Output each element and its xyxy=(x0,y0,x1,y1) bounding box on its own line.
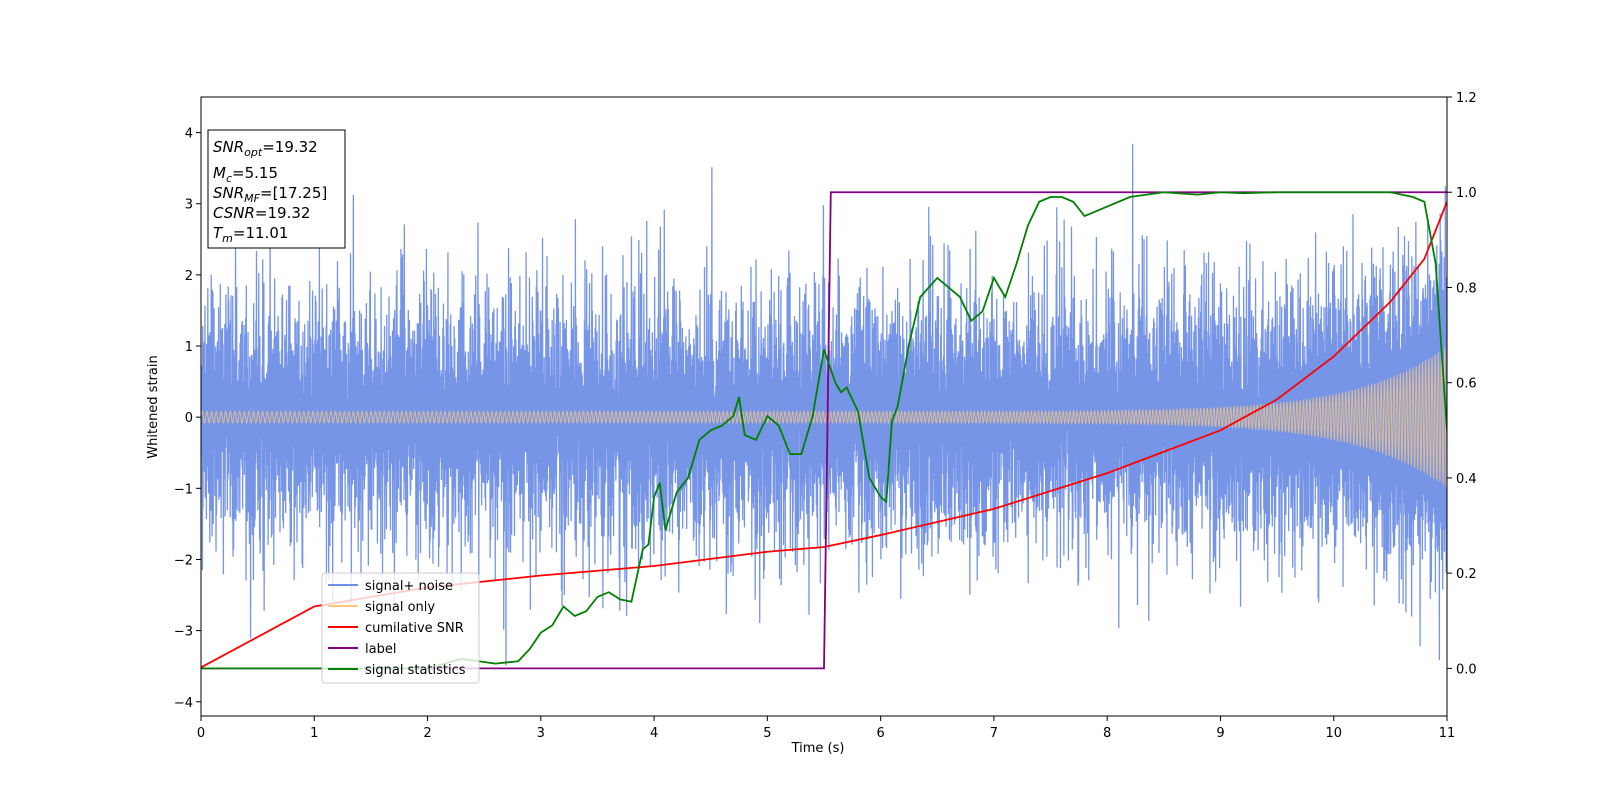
x-tick-label: 4 xyxy=(650,726,658,741)
axes: 0 1 2 3 4 5 6 7 8 9 10 11 −4 −3 −2 −1 0 1 2 3 4 0.0 0.2 0.4 0.6 0… xyxy=(174,91,1477,741)
x-tick-label: 1 xyxy=(310,726,318,741)
x-tick-label: 11 xyxy=(1439,726,1456,741)
y-tick-label: 4 xyxy=(185,127,193,142)
info-csnr: CSNR=19.32 xyxy=(213,204,310,222)
y-tick-label: −4 xyxy=(174,696,193,711)
x-tick-label: 5 xyxy=(763,726,771,741)
y2-tick-label: 1.2 xyxy=(1456,91,1477,106)
info-box: SNRopt=19.32 Mc=5.15 SNRMF=[17.25] CSNR=… xyxy=(207,129,346,249)
legend-label-signal-statistics: signal statistics xyxy=(365,663,466,678)
x-tick-label: 10 xyxy=(1325,726,1342,741)
plot-frame xyxy=(200,96,1448,717)
info-mc: Mc=5.15 xyxy=(213,164,278,185)
y-tick-label: −3 xyxy=(174,625,193,640)
y-tick-label: −2 xyxy=(174,553,193,568)
y-tick-label: −1 xyxy=(174,482,193,497)
y-tick-label: 3 xyxy=(185,198,193,213)
x-tick-label: 9 xyxy=(1216,726,1224,741)
y-tick-label: 0 xyxy=(185,411,193,426)
x-tick-label: 3 xyxy=(537,726,545,741)
x-tick-label: 6 xyxy=(876,726,884,741)
y2-tick-label: 0.6 xyxy=(1456,377,1477,392)
y2-tick-label: 0.4 xyxy=(1456,472,1477,487)
y-tick-label: 1 xyxy=(185,340,193,355)
legend: signal+ noise signal only cumilative SNR… xyxy=(321,572,480,684)
info-snr-opt: SNRopt=19.32 xyxy=(213,138,318,159)
y-axis-title: Whitened strain xyxy=(146,355,161,458)
x-tick-label: 2 xyxy=(423,726,431,741)
x-tick-label: 0 xyxy=(197,726,205,741)
legend-label-label: label xyxy=(365,642,396,657)
y2-tick-label: 1.0 xyxy=(1456,186,1477,201)
series-label-line xyxy=(201,191,1447,670)
info-tm: Tm=11.01 xyxy=(213,224,288,245)
legend-label-cumulative-snr: cumilative SNR xyxy=(365,621,464,636)
legend-label-signal-noise: signal+ noise xyxy=(365,579,453,594)
y2-tick-label: 0.0 xyxy=(1456,662,1477,677)
x-tick-label: 8 xyxy=(1103,726,1111,741)
series-signal-only-line xyxy=(201,347,1447,488)
series-signal-statistics-line xyxy=(201,191,1447,670)
plot-area xyxy=(201,143,1447,670)
info-snr-mf: SNRMF=[17.25] xyxy=(213,184,327,205)
x-axis-title: Time (s) xyxy=(791,741,845,756)
y2-tick-label: 0.8 xyxy=(1456,281,1477,296)
series-cumilative-snr-line xyxy=(201,201,1447,669)
legend-label-signal-only: signal only xyxy=(365,600,435,615)
y2-tick-label: 0.2 xyxy=(1456,567,1477,582)
x-tick-label: 7 xyxy=(990,726,998,741)
series-signal-noise-line xyxy=(201,143,1447,666)
y-tick-label: 2 xyxy=(185,269,193,284)
